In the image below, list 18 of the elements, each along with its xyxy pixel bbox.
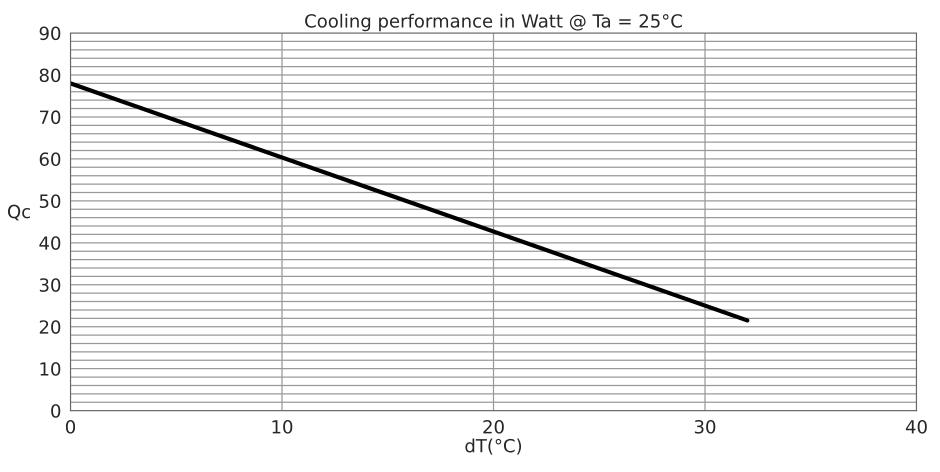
y-tick-label: 0 xyxy=(51,404,60,418)
y-tick-label: 70 xyxy=(40,110,60,124)
y-tick-label: 40 xyxy=(39,236,60,250)
y-tick-label: 90 xyxy=(40,26,60,40)
x-tick-label: 40 xyxy=(906,420,927,434)
y-tick-label: 60 xyxy=(40,152,60,166)
x-axis-title: dT(°C) xyxy=(465,438,522,455)
y-axis-title: Qc xyxy=(8,204,30,220)
x-tick-label: 0 xyxy=(66,420,76,434)
y-tick-label: 80 xyxy=(40,68,60,82)
x-tick-label: 20 xyxy=(483,420,504,434)
y-tick-label: 10 xyxy=(40,362,60,376)
x-tick-label: 30 xyxy=(694,420,716,434)
chart-title: Cooling performance in Watt @ Ta = 25°C xyxy=(305,14,682,32)
x-tick-label: 10 xyxy=(272,420,292,434)
y-tick-label: 20 xyxy=(40,320,60,334)
y-tick-label: 50 xyxy=(40,194,60,208)
y-tick-label: 30 xyxy=(40,278,60,292)
